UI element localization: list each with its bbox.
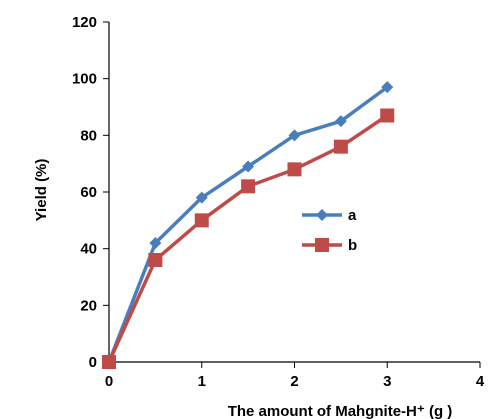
y-axis-title: Yield (%)	[33, 159, 50, 222]
data-point-a	[288, 129, 301, 142]
legend: ab	[302, 207, 357, 254]
data-point-a	[195, 191, 208, 204]
legend-marker-b	[315, 238, 329, 252]
x-tick-label: 3	[383, 373, 391, 390]
legend-marker-a	[316, 209, 328, 221]
y-tick-label: 40	[80, 241, 97, 258]
x-axis-title: The amount of Mahgnite-H⁺ (g )	[228, 403, 453, 419]
data-point-a	[242, 160, 255, 173]
x-tick-label: 1	[198, 373, 206, 390]
x-tick-label: 0	[105, 373, 113, 390]
y-ticks: 0 20 40 60 80 100 120	[72, 14, 109, 371]
data-point-b	[241, 179, 256, 194]
data-point-b	[287, 162, 302, 177]
x-tick-label: 4	[476, 373, 485, 390]
y-tick-label: 0	[89, 354, 97, 371]
data-point-a	[334, 115, 347, 128]
series-b	[102, 108, 395, 369]
y-tick-label: 120	[72, 14, 97, 31]
y-tick-label: 80	[80, 127, 97, 144]
data-point-a	[381, 81, 394, 94]
data-point-b	[380, 108, 395, 123]
y-tick-label: 100	[72, 71, 97, 88]
y-tick-label: 20	[80, 297, 97, 314]
data-point-b	[148, 253, 163, 267]
axes	[108, 22, 480, 363]
x-tick-label: 2	[290, 373, 298, 390]
series-line-a	[107, 85, 389, 363]
x-ticks: 0 1 2 3 4	[105, 362, 485, 390]
legend-label-b: b	[348, 237, 357, 254]
series-group	[102, 81, 395, 369]
data-point-b	[102, 355, 116, 369]
y-tick-label: 60	[80, 184, 97, 201]
legend-label-a: a	[348, 207, 357, 224]
data-point-b	[194, 213, 209, 228]
data-point-a	[149, 237, 162, 249]
data-point-b	[333, 139, 348, 154]
series-a	[103, 81, 394, 368]
